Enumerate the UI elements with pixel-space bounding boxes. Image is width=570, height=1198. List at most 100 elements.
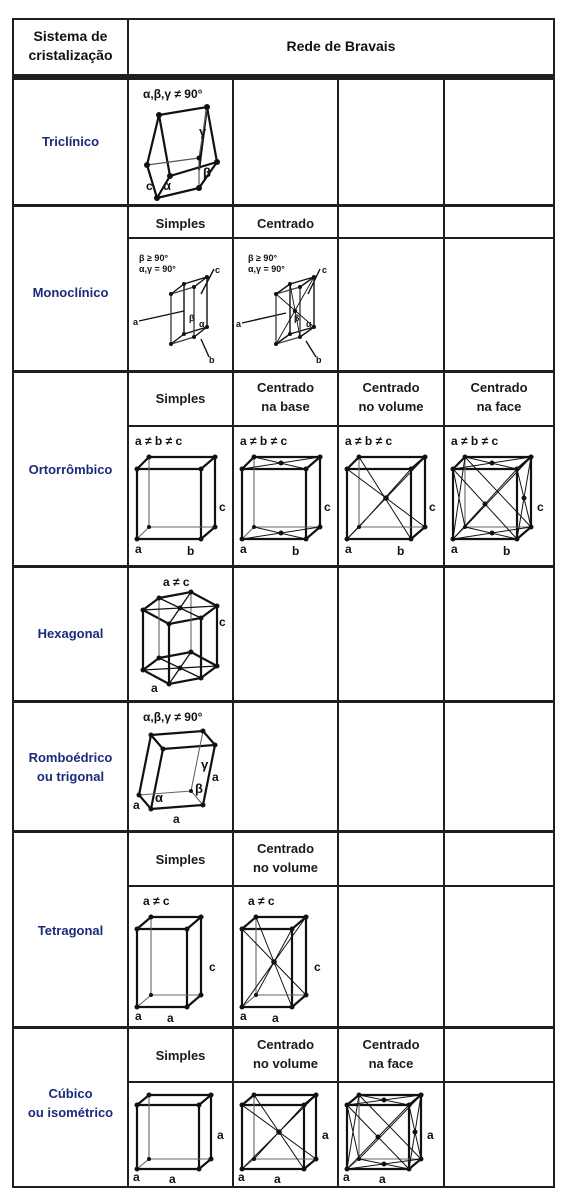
condition-text: a ≠ c xyxy=(163,575,190,589)
condition-text: a ≠ b ≠ c xyxy=(345,434,393,448)
condition-text: α,β,γ ≠ 90° xyxy=(143,710,203,724)
alpha-label: α xyxy=(306,319,312,329)
lattice-cell-monoclinico-centrado: β ≥ 90° α,γ = 90° a b c β α xyxy=(234,239,337,370)
subtitle-line: Simples xyxy=(155,1048,206,1063)
a-label-right: a xyxy=(212,770,219,784)
orthorhombic-body-centered-diagram: a ≠ b ≠ c c a b xyxy=(344,434,436,558)
triclinic-lattice-diagram: α,β,γ ≠ 90° γ β α c xyxy=(143,87,220,201)
c-label: c xyxy=(215,265,220,275)
tetragonal-simple-diagram: a ≠ c c a a xyxy=(134,894,216,1025)
a-label-right: a xyxy=(322,1128,329,1142)
system-label-cubico: Cúbico ou isométrico xyxy=(14,1084,127,1122)
lattice-cell-cubico-simples: a a a xyxy=(129,1083,232,1186)
lattice-cell-monoclinico-simples: β ≥ 90° α,γ = 90° a b c β α xyxy=(129,239,232,370)
condition-text: a ≠ c xyxy=(248,894,275,908)
column-divider-2 xyxy=(232,80,234,1188)
b-label: b xyxy=(209,355,215,365)
subtitle-line: Centrado xyxy=(362,1037,420,1052)
c-label: c xyxy=(322,265,327,275)
lattice-cell-cubico-volume: a a a xyxy=(234,1083,337,1186)
condition-line-1: β ≥ 90° xyxy=(139,253,168,263)
a-label-right: a xyxy=(427,1128,434,1142)
c-label: c xyxy=(314,960,321,974)
lattice-cell-hexagonal: a ≠ c c a xyxy=(129,568,232,700)
subtitle-line: na base xyxy=(261,399,310,414)
system-label-ortorrombico: Ortorrômbico xyxy=(14,460,127,479)
column-divider-1 xyxy=(127,18,129,1188)
a-label: a xyxy=(135,1009,142,1023)
a-label-bottom: a xyxy=(379,1172,386,1186)
orthorhombic-face-centered-diagram: a ≠ b ≠ c c a b xyxy=(450,434,544,558)
subtitle-line: na face xyxy=(368,1056,414,1071)
a-label-left: a xyxy=(238,1170,245,1184)
column-divider-4 xyxy=(443,80,445,1188)
c-label: c xyxy=(429,500,436,514)
a-label-left: a xyxy=(133,1170,140,1184)
subtitle-line: Centrado xyxy=(256,1037,315,1052)
hexagonal-lattice-diagram: a ≠ c c a xyxy=(140,575,226,695)
a-label: a xyxy=(240,542,247,556)
subtitle-line: Centrado xyxy=(256,380,315,395)
a-label: a xyxy=(345,542,352,556)
row-divider-hexagonal xyxy=(12,700,555,703)
row-divider-monoclinico xyxy=(12,370,555,373)
subtitle-monoclinico-centrado: Centrado xyxy=(256,216,315,231)
system-label-line: ou isométrico xyxy=(27,1105,114,1120)
row-divider-tetragonal xyxy=(12,1026,555,1029)
system-label-line: Ortorrômbico xyxy=(28,462,113,477)
subtitle-line: Simples xyxy=(155,391,206,406)
lattice-cell-ortorrombico-face: a ≠ b ≠ c c a b xyxy=(445,427,553,565)
subtitle-line: no volume xyxy=(252,1056,318,1071)
subtitle-monoclinico-simples: Simples xyxy=(155,216,206,231)
subtitle-line: no volume xyxy=(358,399,424,414)
c-label: c xyxy=(537,500,544,514)
row-divider-romboedrico xyxy=(12,830,555,833)
lattice-cell-romboedrico: α,β,γ ≠ 90° γ β α a a a xyxy=(129,703,232,830)
subtitle-line: na face xyxy=(476,399,522,414)
gamma-label: γ xyxy=(199,124,207,139)
system-label-line: Hexagonal xyxy=(37,626,104,641)
a-label-bottom: a xyxy=(173,812,180,826)
a-label: a xyxy=(135,542,142,556)
row-divider-header xyxy=(12,74,555,80)
lattice-cell-ortorrombico-simples: a ≠ b ≠ c c a b xyxy=(129,427,232,565)
row-divider-triclinico xyxy=(12,204,555,207)
lattice-cell-ortorrombico-volume: a ≠ b ≠ c c a b xyxy=(339,427,443,565)
beta-label: β xyxy=(195,781,203,796)
a-label: a xyxy=(451,542,458,556)
border-top xyxy=(12,18,555,20)
a-label: a xyxy=(133,317,139,327)
subtitle-line: Centrado xyxy=(362,380,420,395)
system-label-triclinico: Triclínico xyxy=(14,132,127,151)
b-label: b xyxy=(292,544,299,558)
subtitle-ortorrombico-face: Centrado na face xyxy=(445,378,553,416)
c-label: c xyxy=(219,615,226,629)
rhombohedral-lattice-diagram: α,β,γ ≠ 90° γ β α a a a xyxy=(133,710,219,826)
lattice-points xyxy=(144,104,220,201)
gamma-label: γ xyxy=(201,757,209,772)
alpha-label: α xyxy=(199,319,205,329)
row-divider-cubico-sub xyxy=(129,1081,555,1083)
system-label-tetragonal: Tetragonal xyxy=(14,921,127,940)
subtitle-tetragonal-volume: Centrado no volume xyxy=(234,839,337,877)
subtitle-line: no volume xyxy=(252,860,318,875)
lattice-cell-tetragonal-volume: a ≠ c c a a xyxy=(234,887,337,1026)
system-label-hexagonal: Hexagonal xyxy=(14,624,127,643)
subtitle-cubico-face: Centrado na face xyxy=(339,1035,443,1073)
system-label-line: Cúbico xyxy=(48,1086,93,1101)
beta-label: β xyxy=(189,313,195,323)
condition-text: a ≠ c xyxy=(143,894,170,908)
header-bravais-label: Rede de Bravais xyxy=(286,38,396,54)
alpha-label: α xyxy=(163,178,171,193)
c-label: c xyxy=(324,500,331,514)
cubic-face-centered-diagram: a a a xyxy=(343,1092,434,1186)
condition-line-2: α,γ = 90° xyxy=(139,264,176,274)
subtitle-cubico-volume: Centrado no volume xyxy=(234,1035,337,1073)
a-label: a xyxy=(151,681,158,695)
system-label-romboedrico: Romboédrico ou trigonal xyxy=(14,748,127,786)
b-label: b xyxy=(503,544,510,558)
system-label-line: Triclínico xyxy=(41,134,100,149)
a-label-left: a xyxy=(133,798,140,812)
c-label: c xyxy=(146,179,153,193)
subtitle-ortorrombico-volume: Centrado no volume xyxy=(339,378,443,416)
